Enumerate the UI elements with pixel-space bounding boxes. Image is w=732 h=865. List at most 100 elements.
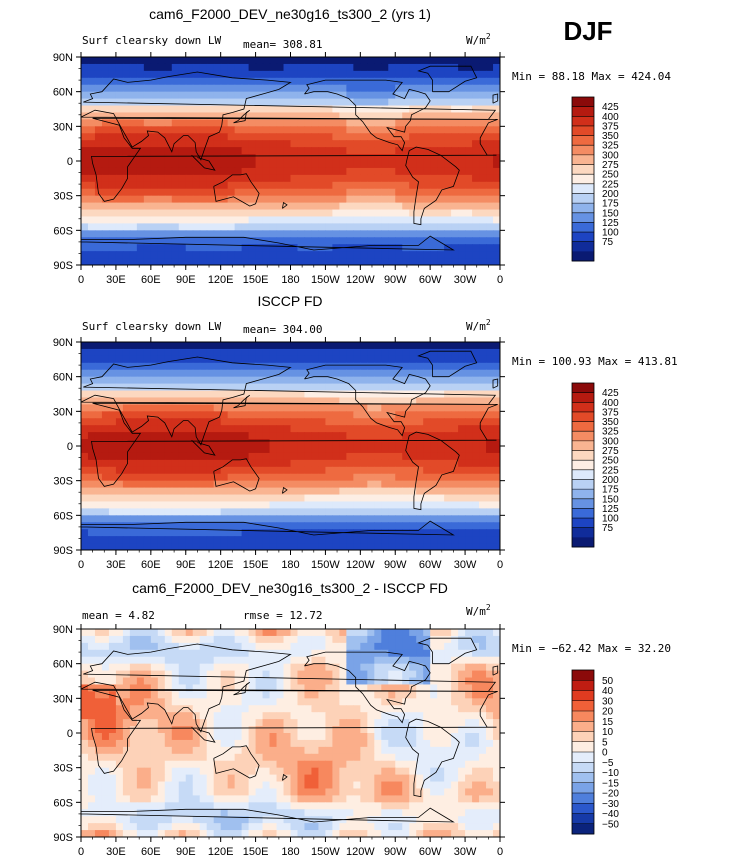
grid-cell: [479, 369, 487, 378]
grid-cell: [437, 543, 445, 550]
grid-cell: [283, 642, 292, 651]
grid-cell: [388, 739, 396, 748]
grid-cell: [325, 663, 333, 672]
grid-cell: [311, 77, 320, 86]
grid-cell: [479, 529, 487, 537]
grid-cell: [409, 501, 417, 509]
grid-cell: [437, 383, 445, 392]
grid-cell: [220, 63, 229, 72]
grid-cell: [332, 466, 340, 475]
grid-cell: [87, 515, 96, 523]
grid-cell: [227, 84, 236, 93]
grid-cell: [185, 698, 194, 706]
grid-cell: [227, 705, 236, 713]
grid-cell: [157, 112, 166, 120]
grid-cell: [381, 105, 389, 114]
grid-cell: [430, 404, 438, 412]
grid-cell: [479, 508, 487, 516]
grid-cell: [472, 147, 480, 155]
grid-cell: [192, 57, 201, 65]
grid-cell: [493, 112, 500, 120]
grid-cell: [325, 705, 333, 713]
grid-cell: [423, 642, 431, 651]
grid-cell: [423, 656, 431, 665]
grid-cell: [367, 670, 375, 679]
grid-cell: [423, 161, 431, 169]
grid-cell: [108, 501, 117, 509]
grid-cell: [346, 342, 354, 350]
grid-cell: [206, 529, 215, 537]
grid-cell: [423, 223, 431, 231]
grid-cell: [87, 684, 96, 692]
grid-cell: [185, 251, 194, 259]
grid-cell: [311, 244, 320, 252]
grid-cell: [423, 536, 431, 544]
grid-cell: [458, 383, 466, 392]
colorbar-label: 275: [602, 160, 619, 171]
grid-cell: [87, 369, 96, 378]
coastline: [417, 65, 478, 93]
grid-cell: [360, 91, 368, 100]
grid-cell: [241, 84, 250, 93]
grid-cell: [367, 473, 375, 482]
colorbar-swatch: [572, 183, 594, 194]
grid-cell: [416, 133, 424, 141]
grid-cell: [185, 719, 194, 727]
grid-cell: [122, 84, 131, 93]
grid-cell: [136, 77, 145, 86]
grid-cell: [381, 508, 389, 516]
grid-cell: [122, 712, 131, 720]
grid-cell: [213, 209, 222, 218]
grid-cell: [346, 501, 354, 509]
grid-cell: [178, 543, 187, 550]
grid-cell: [423, 195, 431, 204]
grid-cell: [325, 209, 333, 218]
grid-cell: [164, 480, 173, 489]
grid-cell: [122, 726, 131, 734]
grid-cell: [297, 390, 306, 399]
grid-cell: [248, 251, 257, 259]
grid-cell: [402, 459, 410, 468]
grid-cell: [444, 181, 452, 190]
grid-cell: [81, 258, 89, 265]
grid-cell: [213, 98, 222, 107]
grid-cell: [304, 629, 313, 637]
grid-cell: [150, 501, 159, 509]
grid-cell: [206, 705, 215, 713]
grid-cell: [325, 529, 333, 537]
grid-cell: [311, 698, 320, 706]
grid-cell: [269, 649, 278, 658]
grid-cell: [388, 105, 396, 114]
grid-cell: [437, 446, 445, 454]
grid-cell: [451, 501, 459, 509]
grid-cell: [430, 342, 438, 350]
grid-cell: [241, 705, 250, 713]
grid-cell: [150, 739, 159, 748]
grid-cell: [115, 397, 124, 405]
grid-cell: [346, 105, 354, 114]
grid-cell: [311, 202, 320, 211]
grid-cell: [493, 167, 500, 176]
grid-cell: [486, 105, 494, 114]
grid-cell: [388, 98, 396, 107]
grid-cell: [150, 57, 159, 65]
grid-cell: [367, 348, 375, 357]
colorbar-label: 300: [602, 436, 619, 447]
grid-cell: [493, 656, 500, 665]
grid-cell: [486, 459, 494, 468]
grid-cell: [479, 726, 487, 734]
grid-cell: [171, 188, 180, 197]
grid-cell: [486, 376, 494, 385]
grid-cell: [248, 140, 257, 148]
grid-cell: [185, 174, 194, 183]
grid-cell: [255, 635, 264, 644]
grid-cell: [150, 105, 159, 114]
grid-cell: [199, 684, 208, 692]
grid-cell: [388, 237, 396, 245]
grid-cell: [276, 390, 285, 399]
grid-cell: [346, 473, 354, 482]
grid-cell: [311, 209, 320, 218]
grid-cell: [94, 446, 103, 454]
grid-cell: [227, 390, 236, 399]
grid-cell: [143, 459, 152, 468]
